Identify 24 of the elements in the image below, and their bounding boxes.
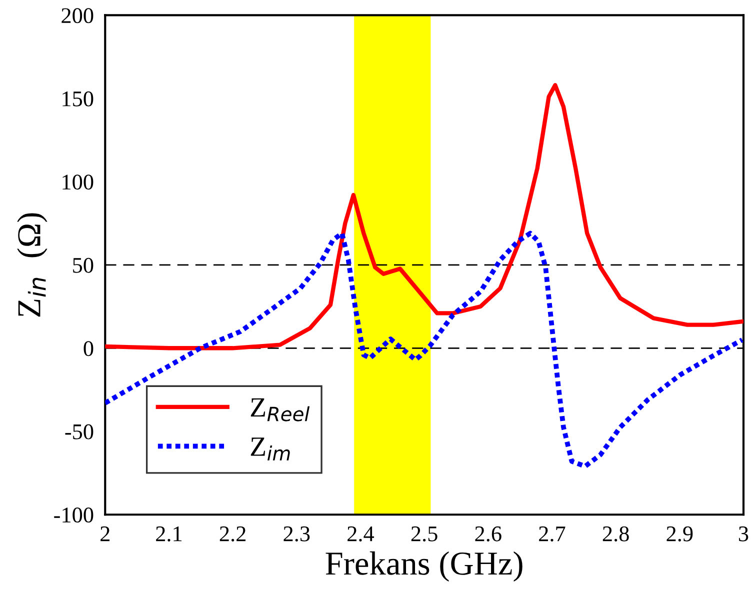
x-tick-label: 2.8 (602, 526, 629, 542)
x-tick-label: 2.4 (348, 526, 374, 542)
x-axis-title: Frekans (GHz) (326, 551, 522, 582)
x-tick-label: 2.6 (475, 526, 502, 542)
x-tick-label: 2.1 (156, 526, 182, 542)
x-tick-label: 2.5 (411, 526, 438, 542)
y-tick-label: 150 (62, 91, 94, 106)
x-tick-label: 2 (100, 526, 110, 542)
line-series (105, 230, 744, 469)
x-tick-label: 2.9 (666, 526, 693, 542)
legend-label: Z$_{im}$ (250, 438, 290, 460)
legend-label: Z$_{Reel}$ (250, 398, 310, 422)
y-tick-label: 200 (62, 8, 94, 24)
y-tick-label: -50 (65, 424, 94, 440)
y-tick-label: 100 (62, 174, 94, 190)
y-tick-label: -100 (54, 508, 94, 523)
x-tick-label: 2.3 (284, 526, 310, 542)
y-axis-title: Z$_{in}$ (Ω) (17, 213, 48, 317)
y-tick-label: 50 (73, 258, 94, 273)
line-series (105, 83, 744, 350)
x-tick-label: 3 (738, 526, 748, 542)
y-tick-label: 0 (84, 341, 94, 356)
x-tick-label: 2.7 (539, 526, 566, 542)
x-tick-label: 2.2 (220, 526, 246, 542)
